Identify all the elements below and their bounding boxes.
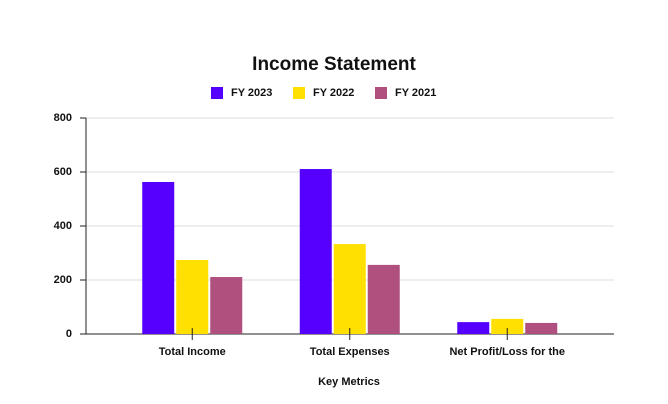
bar [457, 322, 490, 334]
y-tick-label: 400 [54, 220, 72, 232]
y-tick-label: 200 [54, 274, 72, 286]
bar [525, 322, 558, 334]
legend-swatch [211, 87, 223, 99]
x-axis-label: Key Metrics [318, 376, 380, 388]
bar [491, 318, 524, 334]
bar [210, 277, 243, 334]
chart-title: Income Statement [252, 54, 416, 75]
bar [176, 260, 209, 334]
x-tick-label: Total Expenses [310, 346, 390, 358]
x-tick-label: Net Profit/Loss for the [449, 346, 565, 358]
x-tick-label: Total Income [159, 346, 226, 358]
legend-label: FY 2022 [313, 87, 354, 99]
legend-label: FY 2021 [395, 87, 436, 99]
legend-label: FY 2023 [231, 87, 272, 99]
bar [299, 169, 332, 334]
legend-swatch [293, 87, 305, 99]
legend-swatch [375, 87, 387, 99]
y-tick-label: 600 [54, 166, 72, 178]
bar [142, 181, 175, 334]
y-tick-label: 800 [54, 112, 72, 124]
y-tick-label: 0 [66, 328, 72, 340]
bar [367, 264, 400, 334]
bar [333, 244, 366, 334]
